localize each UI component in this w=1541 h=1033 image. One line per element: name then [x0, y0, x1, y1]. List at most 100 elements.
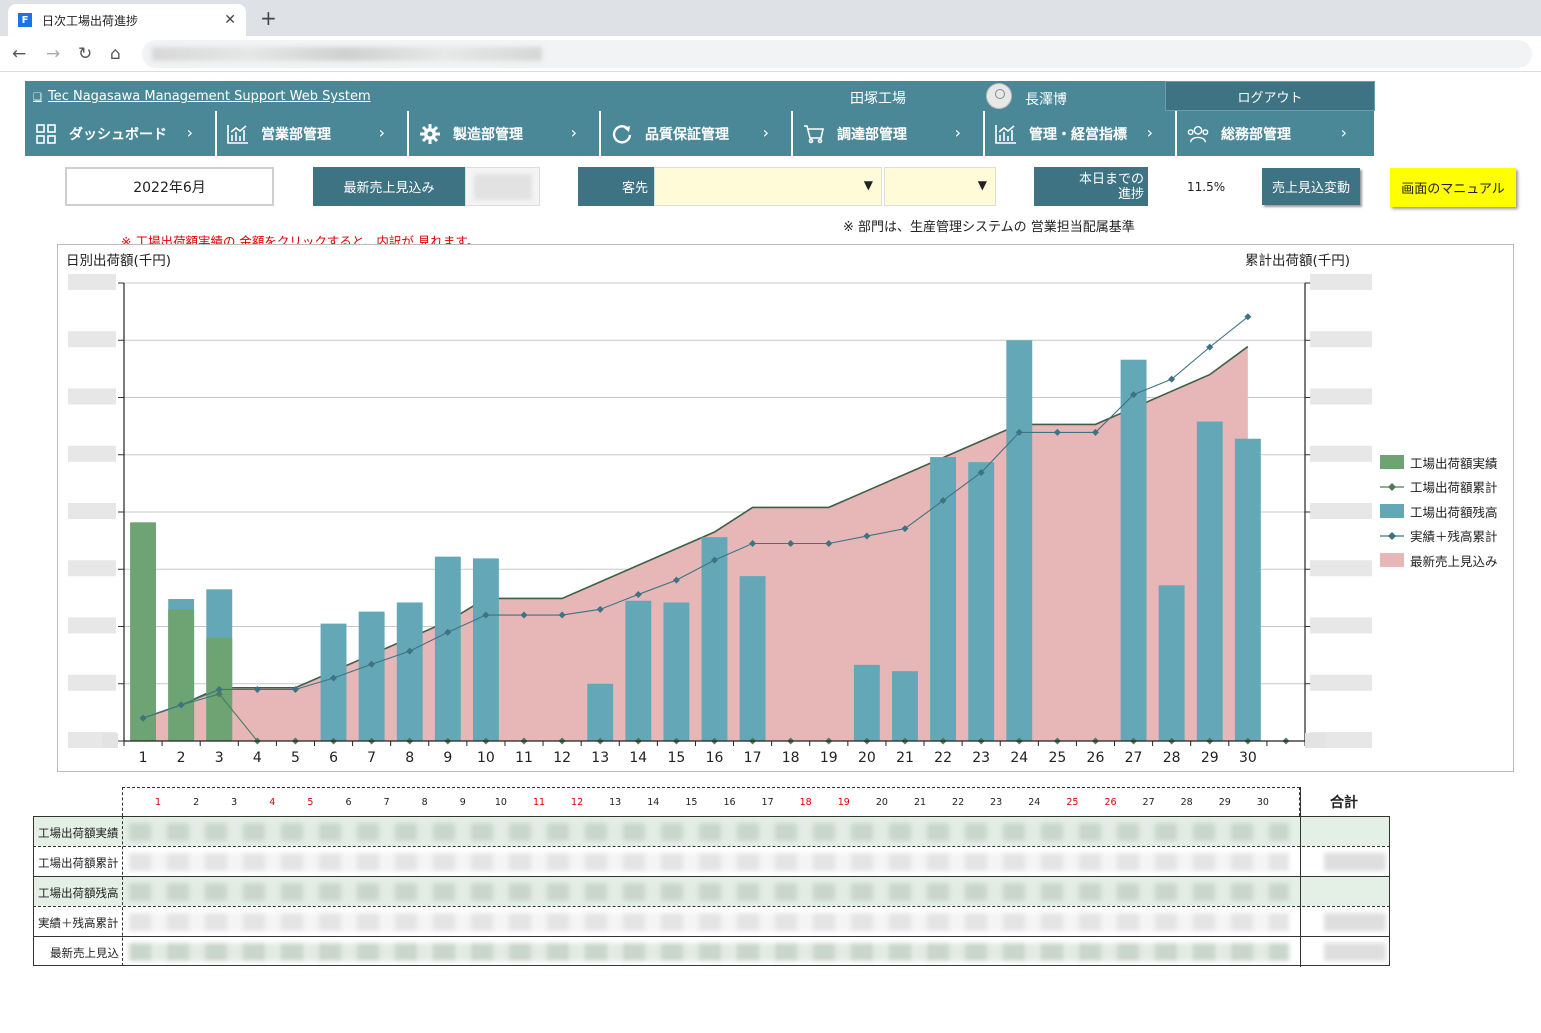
x-tick-label: 29	[1201, 750, 1219, 766]
legend-item: 最新売上見込み	[1380, 548, 1498, 573]
row-values-redacted[interactable]	[129, 883, 1289, 901]
right-axis-title: 累計出荷額(千円)	[1245, 253, 1351, 269]
x-tick-label: 23	[972, 750, 990, 766]
x-tick-label: 12	[553, 750, 571, 766]
bar-chart-icon	[995, 123, 1017, 145]
legend-label: 最新売上見込み	[1410, 553, 1498, 569]
dashboard-icon	[35, 123, 57, 145]
x-tick-label: 26	[1087, 750, 1105, 766]
chevron-right-icon: ›	[186, 123, 193, 142]
balance-bar	[625, 600, 652, 741]
nav-general-affairs[interactable]: 総務部管理 ›	[1177, 111, 1369, 156]
x-tick-label: 7	[367, 750, 376, 766]
balance-bar	[1234, 438, 1261, 741]
nav-label: ダッシュボード	[69, 126, 167, 143]
left-zero-label-redacted	[102, 733, 118, 748]
day-header: 16	[723, 797, 736, 808]
x-tick-label: 16	[706, 750, 724, 766]
logout-button[interactable]: ログアウト	[1165, 81, 1375, 111]
nav-label: 製造部管理	[453, 126, 523, 143]
month-selector[interactable]: 2022年6月	[65, 167, 274, 206]
nav-procurement[interactable]: 調達部管理 ›	[793, 111, 985, 156]
cart-icon	[803, 123, 825, 145]
nav-quality[interactable]: 品質保証管理 ›	[601, 111, 793, 156]
x-tick-label: 8	[405, 750, 414, 766]
day-header: 28	[1180, 797, 1193, 808]
browser-tab-bar: F 日次工場出荷進捗 ✕ +	[0, 0, 1541, 36]
row-label: 工場出荷額累計	[38, 856, 119, 870]
left-tick-label-redacted	[68, 560, 116, 577]
back-arrow-icon[interactable]: ←	[12, 44, 27, 64]
x-tick-label: 28	[1163, 750, 1181, 766]
row-values-redacted[interactable]	[129, 823, 1289, 841]
day-header: 5	[307, 797, 314, 808]
day-header: 2	[193, 797, 200, 808]
system-name-link[interactable]: ❑ Tec Nagasawa Management Support Web Sys…	[33, 89, 371, 104]
day-header: 6	[345, 797, 352, 808]
cumulative-total-point	[444, 628, 452, 636]
cumulative-total-point	[596, 605, 604, 613]
nav-manufacturing[interactable]: 製造部管理 ›	[409, 111, 601, 156]
cumulative-total-point	[368, 660, 376, 668]
url-input[interactable]	[142, 40, 1532, 68]
day-header: 13	[609, 797, 622, 808]
nav-sales[interactable]: 営業部管理 ›	[217, 111, 409, 156]
x-tick-label: 13	[591, 750, 609, 766]
x-tick-label: 3	[215, 750, 224, 766]
right-tick-label-redacted	[1310, 732, 1372, 748]
balance-bar	[434, 556, 461, 741]
x-tick-label: 15	[667, 750, 685, 766]
legend-swatch	[1380, 531, 1404, 540]
cumulative-total-point	[177, 701, 185, 709]
progress-value: 11.5%	[1187, 180, 1226, 194]
close-tab-icon[interactable]: ✕	[224, 12, 236, 28]
row-values-redacted[interactable]	[129, 943, 1289, 961]
dropdown-arrow-icon: ▼	[863, 178, 873, 192]
user-avatar-icon	[986, 83, 1012, 109]
bar-chart-icon	[227, 123, 249, 145]
x-tick-label: 20	[858, 750, 876, 766]
chevron-right-icon: ›	[1340, 123, 1347, 142]
cumulative-total-line	[142, 316, 1249, 719]
right-tick-label-redacted	[1310, 674, 1372, 691]
nav-label: 調達部管理	[837, 126, 907, 143]
row-values-redacted[interactable]	[129, 913, 1289, 931]
x-tick-label: 14	[629, 750, 647, 766]
balance-bar	[320, 623, 347, 741]
reload-icon[interactable]: ↻	[78, 44, 93, 64]
forward-arrow-icon[interactable]: →	[46, 44, 61, 64]
browser-tab[interactable]: F 日次工場出荷進捗 ✕	[8, 4, 246, 36]
table-row: 工場出荷額実績	[33, 816, 1390, 846]
legend-label: 工場出荷額実績	[1410, 455, 1498, 471]
nav-label: 品質保証管理	[645, 126, 729, 143]
x-tick-label: 4	[253, 750, 262, 766]
cumulative-total-point	[482, 611, 490, 619]
cumulative-total-point	[787, 539, 795, 547]
day-header: 11	[532, 797, 546, 808]
day-header: 17	[761, 797, 774, 808]
cumulative-total-point	[330, 674, 338, 682]
row-values-redacted[interactable]	[129, 853, 1289, 871]
nav-management-kpi[interactable]: 管理・経営指標 ›	[985, 111, 1177, 156]
nav-label: 総務部管理	[1221, 126, 1291, 143]
gear-icon	[419, 123, 441, 145]
x-tick-label: 9	[443, 750, 452, 766]
cumulative-total-point	[215, 685, 223, 693]
chevron-right-icon: ›	[954, 123, 961, 142]
cumulative-total-point	[939, 497, 947, 505]
cumulative-total-point	[1244, 313, 1252, 321]
customer-select[interactable]: ▼	[654, 167, 882, 206]
department-select[interactable]: ▼	[884, 167, 996, 206]
x-tick-label: 17	[744, 750, 762, 766]
balance-bar	[892, 671, 918, 741]
legend-swatch	[1380, 482, 1404, 491]
manual-button[interactable]: 画面のマニュアル	[1390, 168, 1516, 207]
new-tab-button[interactable]: +	[260, 6, 277, 30]
right-tick-label-redacted	[1310, 331, 1372, 348]
home-icon[interactable]: ⌂	[110, 44, 121, 64]
forecast-change-button[interactable]: 売上見込変動	[1262, 168, 1360, 205]
day-header: 19	[837, 797, 850, 808]
nav-dashboard[interactable]: ダッシュボード ›	[25, 111, 217, 156]
cumulative-total-point	[139, 714, 147, 722]
